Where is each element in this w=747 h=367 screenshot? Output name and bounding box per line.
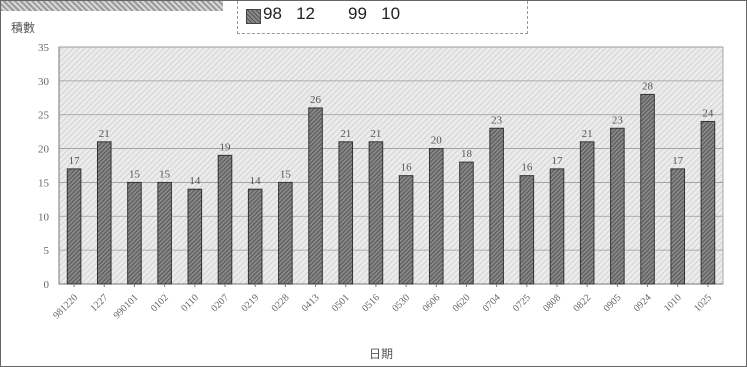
- y-tick-label: 15: [38, 177, 50, 189]
- y-tick-label: 25: [38, 110, 50, 122]
- legend-text: 98 12 99 10: [263, 4, 401, 23]
- x-tick-label: 0413: [300, 292, 322, 314]
- data-label: 17: [552, 155, 564, 167]
- data-label: 21: [370, 128, 381, 140]
- x-tick-label: 0110: [179, 292, 201, 314]
- x-tick-label: 0228: [270, 292, 292, 314]
- bar: [398, 175, 414, 285]
- legend: 98 12 99 10: [237, 1, 528, 34]
- bar: [187, 188, 203, 285]
- x-tick-label: 0207: [209, 292, 231, 314]
- x-tick-label: 0905: [602, 292, 624, 314]
- data-label: 16: [401, 162, 413, 174]
- x-tick-label: 0725: [511, 292, 533, 314]
- x-tick-label: 1010: [662, 292, 684, 314]
- bar: [66, 168, 82, 285]
- x-tick-label: 0501: [330, 292, 352, 314]
- header-hatch-decoration: [1, 1, 223, 11]
- x-tick-label: 0924: [632, 292, 654, 314]
- bar: [157, 181, 172, 285]
- data-label: 23: [612, 114, 624, 126]
- y-tick-label: 10: [38, 211, 50, 223]
- data-label: 14: [189, 175, 201, 187]
- x-tick-label: 990101: [112, 292, 141, 321]
- data-label: 15: [129, 168, 141, 180]
- bar: [640, 93, 655, 285]
- bar: [247, 188, 263, 285]
- bar: [519, 175, 535, 285]
- bar: [428, 148, 444, 285]
- x-tick-label: 0808: [541, 292, 563, 314]
- bar: [217, 154, 233, 285]
- x-tick-label: 0822: [571, 292, 593, 314]
- y-axis-label: 積數: [11, 21, 36, 35]
- x-tick-label: 0516: [360, 292, 382, 314]
- bar: [489, 127, 504, 285]
- x-tick-label: 1227: [88, 292, 110, 314]
- data-label: 15: [159, 168, 171, 180]
- data-label: 17: [69, 155, 81, 167]
- x-tick-label: 0620: [451, 292, 473, 314]
- x-tick-label: 0219: [239, 292, 261, 314]
- data-label: 28: [642, 80, 654, 92]
- bar: [127, 181, 142, 285]
- data-label: 24: [702, 107, 714, 119]
- x-tick-label: 0530: [390, 292, 412, 314]
- x-axis-label: 日期: [369, 347, 393, 361]
- bar: [368, 141, 384, 285]
- data-label: 18: [461, 148, 473, 160]
- data-label: 16: [521, 162, 533, 174]
- bar: [96, 141, 112, 285]
- bar: [610, 127, 625, 285]
- data-label: 15: [280, 168, 292, 180]
- x-tick-label: 0102: [149, 292, 171, 314]
- bar: [670, 168, 686, 285]
- data-label: 20: [431, 135, 443, 147]
- y-tick-label: 0: [44, 279, 50, 291]
- bar: [579, 141, 595, 285]
- y-tick-label: 5: [44, 245, 50, 257]
- x-tick-label: 981220: [51, 292, 80, 321]
- x-tick-label: 1025: [692, 292, 714, 314]
- data-label: 17: [672, 155, 684, 167]
- bar: [549, 168, 565, 285]
- y-tick-label: 20: [38, 144, 50, 156]
- data-label: 26: [310, 94, 322, 106]
- data-label: 21: [340, 128, 351, 140]
- bar: [308, 107, 323, 285]
- y-tick-label: 35: [38, 42, 50, 54]
- data-label: 14: [250, 175, 262, 187]
- x-tick-label: 0704: [481, 292, 503, 314]
- bar: [459, 161, 474, 285]
- bar: [338, 141, 354, 285]
- x-tick-label: 0606: [420, 292, 442, 314]
- data-label: 23: [491, 114, 503, 126]
- data-label: 21: [99, 128, 110, 140]
- y-tick-label: 30: [38, 76, 50, 88]
- data-label: 21: [582, 128, 593, 140]
- bar: [278, 181, 293, 285]
- bar: [700, 120, 716, 285]
- data-label: 19: [220, 141, 232, 153]
- legend-swatch: [246, 9, 261, 24]
